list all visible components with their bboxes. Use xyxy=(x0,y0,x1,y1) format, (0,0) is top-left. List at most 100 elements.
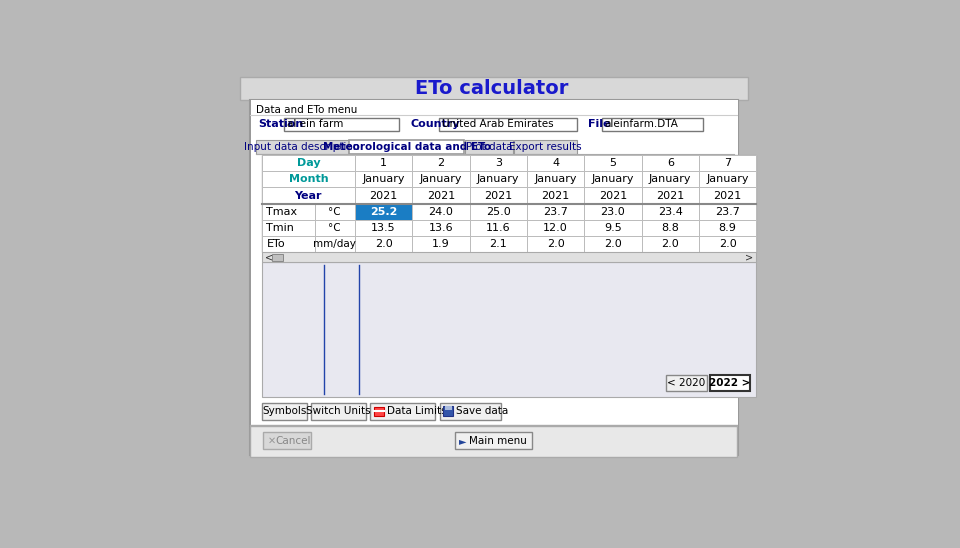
Text: 2.0: 2.0 xyxy=(546,239,564,249)
Bar xyxy=(262,155,756,252)
Text: >: > xyxy=(745,252,754,262)
Bar xyxy=(585,171,641,187)
Text: United Arab Emirates: United Arab Emirates xyxy=(442,119,553,129)
Bar xyxy=(699,171,756,187)
Bar xyxy=(412,204,469,220)
Text: January: January xyxy=(707,174,749,184)
Text: 2022 >: 2022 > xyxy=(709,378,751,388)
Text: Month: Month xyxy=(289,174,328,184)
Bar xyxy=(585,187,641,204)
Bar xyxy=(262,171,355,187)
Text: ETo calculator: ETo calculator xyxy=(416,78,568,98)
Bar xyxy=(641,236,699,252)
Bar xyxy=(465,140,513,153)
Text: Plot data: Plot data xyxy=(466,141,512,152)
Text: 25.0: 25.0 xyxy=(486,207,511,216)
Text: 24.0: 24.0 xyxy=(428,207,453,216)
Text: January: January xyxy=(420,174,462,184)
Text: mm/day: mm/day xyxy=(313,239,356,249)
Bar xyxy=(262,204,315,220)
Bar xyxy=(666,375,707,391)
Text: 2.0: 2.0 xyxy=(374,239,393,249)
Text: 2021: 2021 xyxy=(370,191,397,201)
Text: January: January xyxy=(477,174,519,184)
Text: Tmax: Tmax xyxy=(267,207,298,216)
Bar xyxy=(355,236,412,252)
Bar xyxy=(355,187,412,204)
Text: 2021: 2021 xyxy=(599,191,627,201)
Text: °C: °C xyxy=(328,207,341,216)
Text: 8.9: 8.9 xyxy=(719,223,736,233)
Bar xyxy=(251,100,737,455)
Bar xyxy=(641,155,699,171)
Bar xyxy=(251,100,738,455)
Bar xyxy=(315,236,355,252)
Bar xyxy=(315,220,355,236)
Bar xyxy=(699,204,756,220)
Bar xyxy=(585,220,641,236)
Bar xyxy=(355,220,412,236)
Text: al ein farm: al ein farm xyxy=(287,119,343,129)
Bar xyxy=(469,155,527,171)
Bar xyxy=(262,403,307,420)
Text: Save data: Save data xyxy=(456,407,509,416)
Bar xyxy=(412,220,469,236)
Bar xyxy=(440,118,577,131)
Bar xyxy=(444,406,453,416)
Bar xyxy=(262,220,315,236)
Text: 23.7: 23.7 xyxy=(715,207,740,216)
Text: Input data description: Input data description xyxy=(245,141,360,152)
Text: Day: Day xyxy=(297,158,320,168)
Text: ►: ► xyxy=(460,436,467,446)
Text: Station: Station xyxy=(258,119,303,129)
Text: 2021: 2021 xyxy=(713,191,742,201)
Bar xyxy=(272,254,283,260)
Text: 13.6: 13.6 xyxy=(428,223,453,233)
Bar xyxy=(251,426,737,457)
Bar xyxy=(699,187,756,204)
Text: < 2020: < 2020 xyxy=(667,378,706,388)
Text: 6: 6 xyxy=(667,158,674,168)
Text: Switch Units: Switch Units xyxy=(306,407,371,416)
Text: 2021: 2021 xyxy=(427,191,455,201)
Text: 2.1: 2.1 xyxy=(490,239,507,249)
Bar xyxy=(263,432,311,449)
Bar xyxy=(585,155,641,171)
Text: Export results: Export results xyxy=(509,141,582,152)
Bar xyxy=(284,118,399,131)
Bar xyxy=(374,407,383,416)
Text: Symbols: Symbols xyxy=(262,407,306,416)
Bar xyxy=(469,236,527,252)
Bar xyxy=(315,204,355,220)
Text: Data and ETo menu: Data and ETo menu xyxy=(256,105,358,115)
Text: January: January xyxy=(362,174,405,184)
Bar xyxy=(514,140,577,153)
Bar xyxy=(455,432,532,449)
Bar xyxy=(527,171,585,187)
Text: January: January xyxy=(591,174,635,184)
Text: Year: Year xyxy=(295,191,322,201)
Bar xyxy=(527,220,585,236)
Bar xyxy=(469,187,527,204)
Text: 2.0: 2.0 xyxy=(604,239,622,249)
Text: 4: 4 xyxy=(552,158,559,168)
Text: Data Limits: Data Limits xyxy=(388,407,447,416)
Bar xyxy=(262,155,355,171)
Text: 3: 3 xyxy=(494,158,502,168)
Text: ✕: ✕ xyxy=(268,436,276,446)
Text: 12.0: 12.0 xyxy=(543,223,568,233)
Text: 1.9: 1.9 xyxy=(432,239,449,249)
Bar xyxy=(527,236,585,252)
Bar xyxy=(355,171,412,187)
Text: aleinfarm.DTA: aleinfarm.DTA xyxy=(605,119,679,129)
Text: 2021: 2021 xyxy=(484,191,513,201)
Bar xyxy=(240,77,748,100)
Bar xyxy=(585,204,641,220)
Bar xyxy=(699,220,756,236)
Bar xyxy=(641,220,699,236)
Bar xyxy=(699,155,756,171)
Text: 23.4: 23.4 xyxy=(658,207,683,216)
Bar xyxy=(412,236,469,252)
Bar xyxy=(699,236,756,252)
Text: File: File xyxy=(588,119,611,129)
